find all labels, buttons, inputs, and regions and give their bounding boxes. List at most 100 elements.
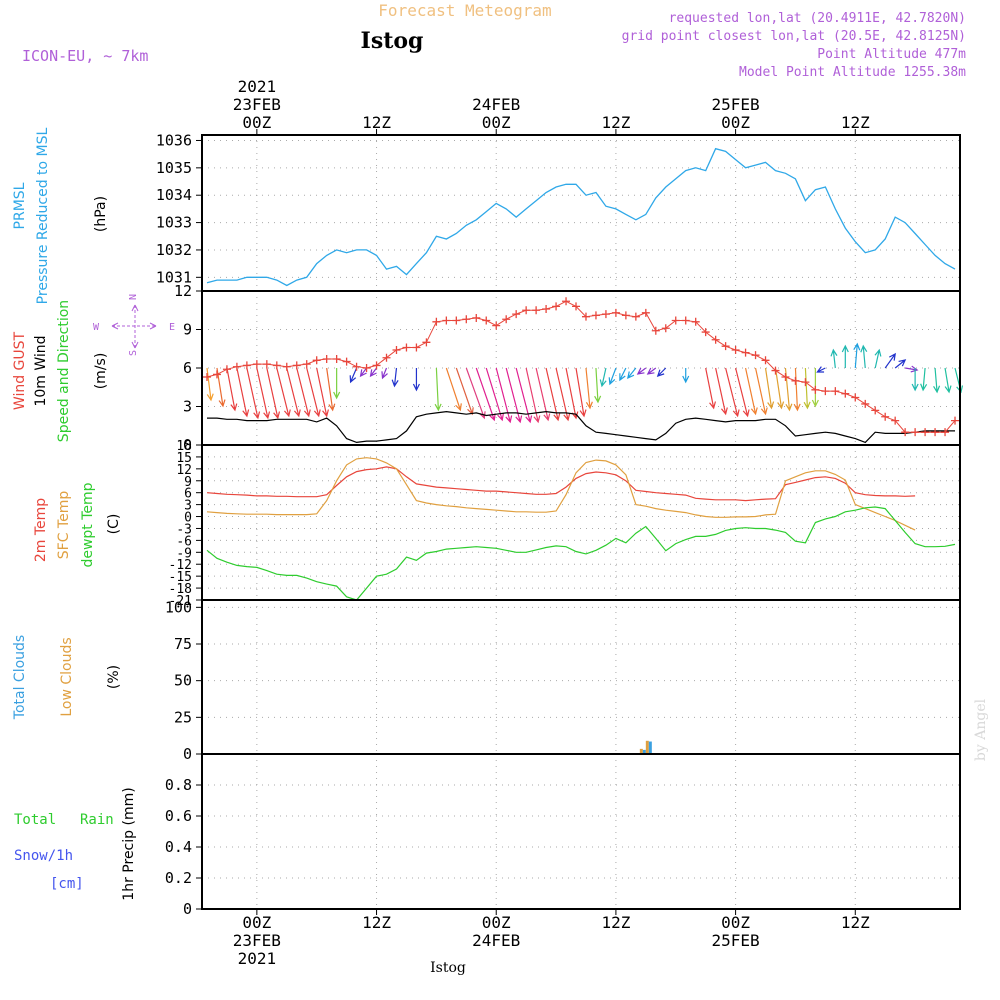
- gust-marker: [911, 428, 920, 437]
- time-label: 2021: [238, 77, 277, 96]
- gust-marker: [472, 313, 481, 322]
- gust-marker: [352, 362, 361, 371]
- gust-marker: [212, 370, 221, 379]
- wind-arrow: [206, 367, 214, 402]
- precip-unit: 1hr Precip (mm): [121, 787, 137, 900]
- y-tick-label: -12: [169, 558, 192, 573]
- gust-marker: [791, 376, 800, 385]
- temp-unit: (C): [106, 514, 122, 535]
- wind-arrow: [515, 367, 533, 424]
- time-label: 23FEB: [233, 931, 281, 950]
- wind-arrow: [585, 367, 593, 410]
- wind-arrow: [627, 367, 637, 380]
- wind-y-ticks: 0 3 6 9 12: [174, 282, 202, 454]
- clouds-bars: [202, 740, 960, 755]
- gust-marker: [432, 317, 441, 326]
- wind-label-speed: Speed and Direction: [56, 300, 72, 442]
- gust-marker: [332, 355, 341, 364]
- location-title: Istog: [361, 28, 424, 54]
- gust-marker: [552, 302, 561, 311]
- wind-arrow: [954, 367, 964, 394]
- gust-marker: [581, 312, 590, 321]
- gust-marker: [442, 316, 451, 325]
- precip-y-ticks: 0 0.2 0.4 0.6 0.8: [165, 776, 202, 918]
- precip-label-snow: Snow/1h: [14, 848, 73, 864]
- wind-arrow: [475, 367, 496, 422]
- y-tick-label: 0: [183, 436, 192, 454]
- gust-marker: [851, 393, 860, 402]
- temp-2m-line: [206, 466, 916, 502]
- y-tick-label: -15: [169, 570, 192, 585]
- dewpt-line: [206, 506, 956, 601]
- clouds-frame: [201, 599, 961, 755]
- gust-marker: [931, 428, 940, 437]
- wind-arrow: [445, 367, 462, 412]
- gust-marker: [422, 338, 431, 347]
- pressure-panel: 1031 1032 1033 1034 1035 1036 PRMSL Pressure …: [12, 127, 960, 304]
- requested-coords: requested lon,lat (20.4911E, 42.7820N): [669, 11, 966, 26]
- gust-marker: [222, 365, 231, 374]
- y-tick-label: 6: [184, 487, 192, 502]
- gust-marker: [881, 412, 890, 421]
- wind-arrow: [256, 367, 271, 420]
- y-tick-label: 75: [174, 635, 192, 653]
- precip-label-rain: Rain: [80, 812, 114, 828]
- y-tick-label: 18: [176, 439, 192, 454]
- gust-marker: [631, 312, 640, 321]
- y-tick-label: 1034: [156, 186, 192, 204]
- wind-arrow: [599, 367, 607, 388]
- y-tick-label: 1032: [156, 241, 192, 259]
- gust-marker: [841, 389, 850, 398]
- gust-marker: [402, 343, 411, 352]
- wind-arrow: [359, 367, 368, 378]
- gust-marker: [242, 361, 251, 370]
- gust-marker: [681, 316, 690, 325]
- wind-gust-markers: [202, 297, 960, 437]
- gust-marker: [262, 360, 271, 369]
- gust-marker: [891, 416, 900, 425]
- temp-grid: [202, 444, 960, 601]
- wind-arrow: [911, 368, 919, 392]
- gust-marker: [691, 317, 700, 326]
- gust-marker: [771, 366, 780, 375]
- y-tick-label: -9: [176, 546, 192, 561]
- gust-marker: [611, 308, 620, 317]
- gust-marker: [651, 326, 660, 335]
- gust-marker: [831, 387, 840, 396]
- gust-marker: [741, 348, 750, 357]
- time-label: 24FEB: [472, 931, 520, 950]
- time-label: 00Z: [721, 913, 750, 932]
- wind-arrow: [316, 367, 329, 418]
- gridpoint-coords: grid point closest lon,lat (20.5E, 42.81…: [622, 29, 966, 44]
- gust-marker: [542, 304, 551, 313]
- time-label: 25FEB: [712, 95, 760, 114]
- gust-marker: [921, 428, 930, 437]
- wind-arrow: [682, 368, 690, 384]
- wind-arrow: [830, 348, 838, 369]
- time-label: 12Z: [601, 113, 630, 132]
- gust-marker: [522, 306, 531, 315]
- pressure-line: [206, 147, 956, 287]
- y-tick-label: 0.2: [165, 869, 192, 887]
- panel-frames: [201, 134, 961, 910]
- wind-arrow: [803, 367, 811, 410]
- y-tick-label: 0.4: [165, 838, 192, 856]
- point-altitude: Point Altitude 477m: [817, 47, 966, 62]
- gust-marker: [721, 342, 730, 351]
- wind-arrow: [391, 367, 399, 388]
- wind-arrow: [841, 344, 849, 368]
- wind-arrow: [774, 367, 785, 410]
- wind-label-gust: Wind GUST: [12, 331, 28, 410]
- gust-marker: [362, 364, 371, 372]
- gust-marker: [512, 310, 521, 319]
- wind-arrow: [764, 367, 775, 410]
- wind-arrow: [296, 367, 311, 418]
- bottom-location: Istog: [430, 960, 466, 976]
- wind-direction-arrows: [206, 342, 964, 424]
- y-tick-label: 0.6: [165, 807, 192, 825]
- wind-arrow: [369, 367, 378, 378]
- gust-marker: [202, 372, 211, 381]
- gust-marker: [382, 353, 391, 362]
- y-tick-label: 12: [174, 282, 192, 300]
